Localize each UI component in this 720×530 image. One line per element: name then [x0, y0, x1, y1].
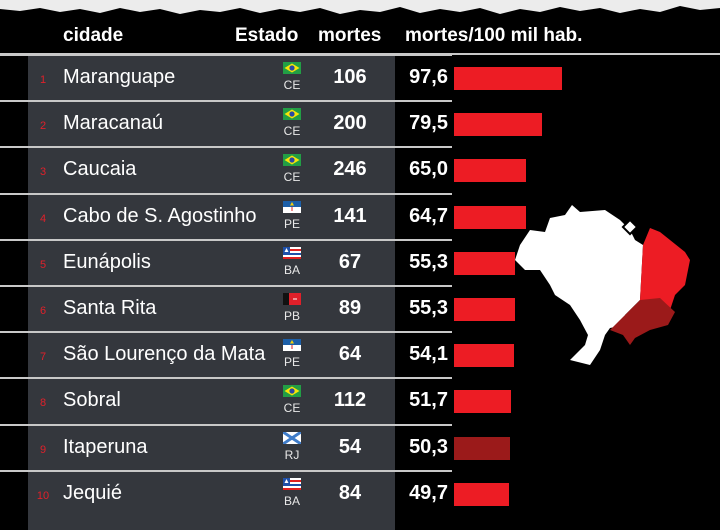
state-flag-icon [283, 246, 301, 259]
rank-number: 9 [39, 443, 47, 456]
rate-label: 50,3 [409, 435, 448, 458]
row-divider [0, 469, 452, 472]
state-code: PE [283, 216, 300, 231]
rate-label: 79,5 [409, 112, 448, 135]
rank-number: 3 [39, 166, 47, 179]
state-code: BA [283, 262, 300, 277]
state-flag-icon [283, 339, 301, 352]
rate-bar [454, 159, 526, 183]
rate-bar [454, 205, 526, 229]
rate-bar [454, 298, 516, 321]
deaths-count: 200 [333, 112, 367, 135]
table-row: 5 Eunápolis BA 67 55,3 [0, 238, 720, 287]
header-city: cidade [63, 25, 124, 46]
state-flag-icon [283, 154, 301, 167]
row-divider [0, 423, 452, 426]
rate-label: 65,0 [409, 158, 448, 181]
rate-label: 49,7 [409, 481, 448, 504]
city-name: São Lourenço da Mata [63, 343, 266, 366]
city-name: Cabo de S. Agostinho [63, 204, 257, 227]
table-row: 6 Santa Rita PB 89 55,3 [0, 285, 720, 333]
rank-number: 10 [36, 489, 50, 502]
rate-bar [454, 390, 512, 414]
state-flag-icon [283, 385, 301, 398]
state-flag-icon [283, 62, 301, 74]
state-code: PE [283, 355, 300, 370]
deaths-count: 64 [338, 343, 362, 366]
header-state: Estado [235, 25, 299, 46]
state-code: CE [283, 401, 301, 416]
table-row: 9 Itaperuna RJ 54 50,3 [0, 423, 720, 472]
table-row: 1 Maranguape CE 106 97,6 [0, 54, 720, 102]
deaths-count: 54 [338, 435, 362, 458]
city-name: Itaperuna [63, 435, 148, 458]
rank-number: 1 [39, 74, 47, 86]
state-code: RJ [284, 447, 300, 462]
header-divider [0, 53, 720, 55]
rate-bar [454, 482, 509, 506]
city-name: Maracanaú [63, 112, 164, 135]
rate-label: 55,3 [409, 297, 448, 319]
table-row: 3 Caucaia CE 246 65,0 [0, 146, 720, 194]
deaths-count: 67 [338, 250, 362, 273]
rank-number: 2 [39, 120, 47, 133]
state-flag-icon [283, 477, 301, 490]
row-divider [0, 192, 452, 195]
header-deaths: mortes [318, 25, 382, 46]
state-code: CE [283, 78, 301, 92]
row-divider [0, 377, 452, 380]
table-row: 7 São Lourenço da Mata PE 64 54,1 [0, 331, 720, 379]
rate-bar [454, 67, 562, 90]
rate-label: 51,7 [409, 389, 448, 412]
city-name: Eunápolis [63, 250, 151, 273]
rate-bar [454, 251, 516, 275]
rate-bar [454, 113, 542, 137]
row-divider [0, 238, 452, 241]
rate-label: 55,3 [409, 250, 448, 273]
row-divider [0, 54, 452, 56]
state-flag-icon [283, 293, 301, 305]
state-code: PB [283, 309, 300, 323]
city-name: Jequié [63, 481, 122, 504]
deaths-count: 89 [338, 297, 362, 319]
table-row: 4 Cabo de S. Agostinho PE 141 64,7 [0, 192, 720, 241]
row-divider [0, 146, 452, 149]
city-name: Maranguape [63, 66, 176, 88]
rank-number: 7 [39, 351, 47, 364]
table-row: 8 Sobral CE 112 51,7 [0, 377, 720, 425]
rank-number: 5 [39, 258, 47, 271]
city-name: Santa Rita [63, 297, 157, 319]
brazil-map [515, 205, 690, 365]
city-name: Sobral [63, 389, 121, 412]
rank-number: 4 [39, 212, 47, 225]
state-flag-icon [283, 200, 301, 213]
row-divider [0, 285, 452, 287]
rate-label: 54,1 [409, 343, 448, 366]
rate-bar [454, 436, 510, 460]
table-row: 10 Jequié BA 84 49,7 [0, 469, 720, 518]
state-code: CE [283, 170, 301, 185]
state-code: CE [283, 124, 301, 139]
rate-bar [454, 344, 514, 368]
table-panel [28, 56, 395, 530]
deaths-count: 141 [333, 204, 367, 227]
rate-label: 97,6 [409, 66, 448, 88]
header-rate: mortes/100 mil hab. [405, 25, 583, 46]
row-divider [0, 331, 452, 334]
rate-label: 64,7 [409, 204, 448, 227]
deaths-count: 246 [333, 158, 367, 181]
deaths-count: 84 [338, 481, 362, 504]
city-name: Caucaia [63, 158, 137, 181]
table-row: 2 Maracanaú CE 200 79,5 [0, 100, 720, 148]
state-code: BA [283, 493, 300, 508]
deaths-count: 112 [333, 389, 367, 412]
state-flag-icon [283, 431, 301, 444]
row-divider [0, 100, 452, 103]
rank-number: 6 [39, 305, 47, 317]
deaths-count: 106 [333, 66, 367, 88]
torn-paper-edge [0, 0, 720, 14]
state-flag-icon [283, 108, 301, 121]
rank-number: 8 [39, 397, 47, 410]
